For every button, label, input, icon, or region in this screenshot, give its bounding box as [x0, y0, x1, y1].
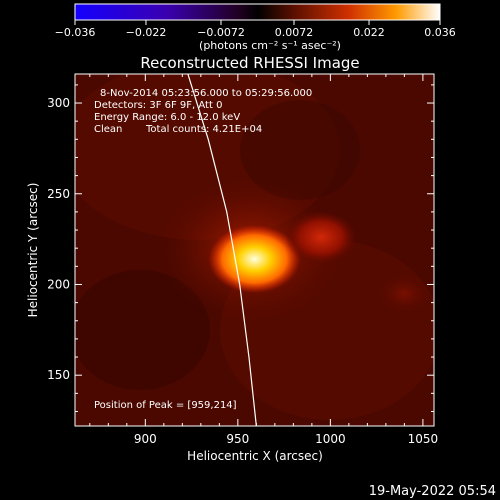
colorbar-tick-label: 0.0072: [275, 26, 314, 39]
colorbar-tick-label: −0.022: [126, 26, 167, 39]
annotations: 8-Nov-2014 05:23:56.000 to 05:29:56.000 …: [94, 88, 312, 411]
y-tick-label: 200: [47, 277, 70, 291]
colorbar-tick-label: 0.022: [353, 26, 385, 39]
source-blob: [374, 271, 434, 316]
colorbar: −0.036 −0.022 −0.0072 0.0072 0.022 0.036 (pho…: [55, 3, 456, 52]
colorbar-tick-label: 0.036: [424, 26, 456, 39]
source-blob: [208, 225, 301, 294]
x-axis-ticks: 900 950 1000 1050: [89, 74, 439, 446]
colorbar-tick-label: −0.036: [55, 26, 96, 39]
y-tick-label: 150: [47, 368, 70, 382]
x-axis-label: Heliocentric X (arcsec): [187, 449, 323, 463]
annotation-total-counts: Total counts: 4.21E+04: [145, 124, 262, 135]
chart-title: Reconstructed RHESSI Image: [140, 54, 359, 72]
annotation-energy: Energy Range: 6.0 - 12.0 keV: [94, 112, 240, 123]
solar-limb-line: [187, 74, 257, 426]
colorbar-units-label: (photons cm⁻² s⁻¹ asec⁻²): [199, 39, 341, 52]
y-tick-label: 300: [47, 96, 70, 110]
x-tick-label: 950: [226, 432, 249, 446]
x-tick-label: 900: [134, 432, 157, 446]
y-tick-label: 250: [47, 187, 70, 201]
x-tick-label: 1050: [408, 432, 439, 446]
x-tick-label: 1000: [315, 432, 346, 446]
colorbar-ticks: −0.036 −0.022 −0.0072 0.0072 0.022 0.036: [55, 20, 456, 39]
colorbar-tick-label: −0.0072: [197, 26, 245, 39]
y-axis-label: Heliocentric Y (arcsec): [26, 183, 40, 318]
sources: [208, 210, 434, 316]
annotation-time-range: 8-Nov-2014 05:23:56.000 to 05:29:56.000: [100, 88, 312, 99]
y-axis-ticks: 150 200 250 300: [47, 84, 434, 412]
annotation-peak-position: Position of Peak = [959,214]: [94, 400, 237, 411]
plot-area: 900 950 1000 1050 150 200 250 300: [47, 73, 439, 446]
colorbar-gradient: [74, 3, 441, 21]
plot-frame: [74, 73, 435, 427]
annotation-detectors: Detectors: 3F 6F 9F, Att 0: [94, 100, 222, 111]
footer-timestamp: 19-May-2022 05:54: [369, 484, 496, 499]
source-blob: [284, 210, 358, 265]
annotation-clean: Clean: [94, 124, 122, 135]
